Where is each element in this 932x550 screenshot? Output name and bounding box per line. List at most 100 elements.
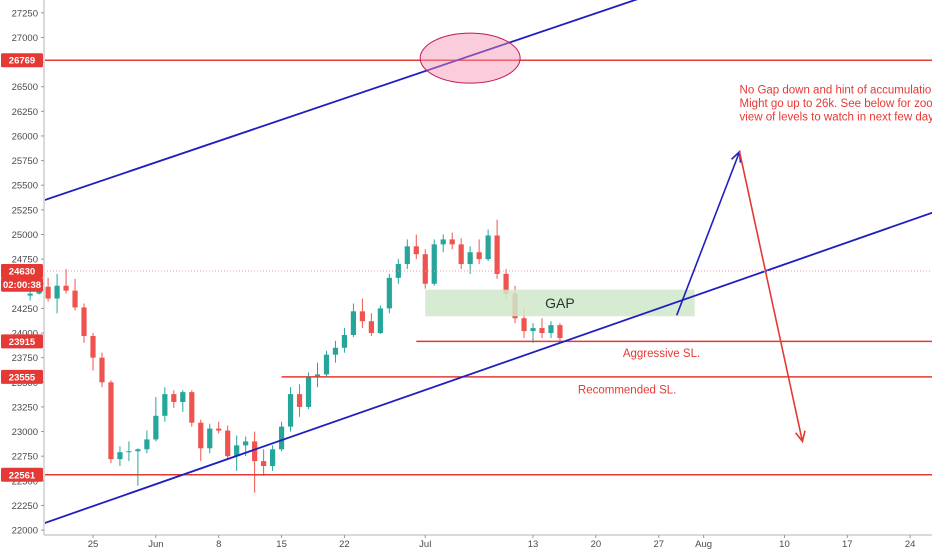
candle <box>368 313 374 336</box>
candle <box>377 305 383 335</box>
price-badge-label: 24630 <box>9 266 35 277</box>
y-tick-label: 27250 <box>12 8 38 19</box>
x-tick-label: 22 <box>339 539 350 550</box>
candle <box>305 372 312 409</box>
candle-body <box>404 246 410 265</box>
projection-arrow-1 <box>675 151 741 316</box>
y-tick-label: 25750 <box>12 156 38 167</box>
candle <box>135 448 141 486</box>
candle-body <box>458 244 464 265</box>
candle-body <box>539 328 545 334</box>
candle-body <box>413 246 419 255</box>
price-badge <box>1 369 43 384</box>
x-tick-label: Jun <box>148 539 163 550</box>
candle <box>404 239 410 269</box>
y-tick-label: 26250 <box>12 107 38 118</box>
y-tick-label: 23250 <box>12 402 38 413</box>
candle-body <box>332 347 339 355</box>
candle <box>314 362 321 388</box>
candle <box>54 273 60 314</box>
candle-body <box>63 285 69 291</box>
y-tick-label: 23000 <box>12 427 38 438</box>
candle-body <box>99 357 105 383</box>
candle-body <box>252 441 258 462</box>
candle <box>548 321 554 338</box>
price-badges: 26769 24630 02:00:38 23915 23555 22561 <box>1 53 43 482</box>
candle <box>539 318 545 338</box>
candle-body <box>117 452 123 460</box>
candle <box>386 273 392 314</box>
candle-body <box>521 318 527 332</box>
x-tick-label: 25 <box>88 539 99 550</box>
y-tick-label: 24250 <box>12 304 38 315</box>
y-tick-label: 22000 <box>12 526 38 537</box>
candle-body <box>216 428 222 431</box>
candle <box>530 323 536 343</box>
candle-body <box>45 286 51 299</box>
candle-body <box>27 293 33 296</box>
annotation-line: No Gap down and hint of accumulation. <box>740 85 932 97</box>
candle-body <box>261 461 267 467</box>
x-tick-label: 10 <box>779 539 790 550</box>
channel-line-upper <box>45 0 638 201</box>
candle-body <box>359 311 365 322</box>
candle <box>296 384 303 417</box>
price-badge-label: 02:00:38 <box>3 280 41 291</box>
candle-body <box>485 235 491 260</box>
candle <box>126 441 132 462</box>
candle-body <box>90 335 96 358</box>
candle <box>458 238 464 269</box>
candle-body <box>476 252 482 260</box>
candle <box>323 350 330 378</box>
candle-body <box>467 252 473 265</box>
y-tick-label: 25500 <box>12 181 38 192</box>
candle-body <box>72 290 78 308</box>
candle-body <box>431 244 437 284</box>
candle-body <box>386 277 392 309</box>
price-badge <box>1 263 43 278</box>
x-tick-label: 20 <box>591 539 602 550</box>
candle <box>108 380 114 464</box>
candle <box>72 278 78 311</box>
y-tick-label: 22750 <box>12 452 38 463</box>
candle-body <box>153 415 159 440</box>
annotation-line: view of levels to watch in next few days… <box>740 112 932 124</box>
candle-body <box>296 394 303 407</box>
projection-arrowhead-2 <box>795 430 806 444</box>
candle <box>252 431 258 493</box>
candle <box>45 277 51 302</box>
candle <box>99 352 105 388</box>
candle-body <box>189 392 195 423</box>
time-axis: 25 Jun 8 15 22 Jul 13 20 27 Aug 10 17 24 <box>88 535 915 550</box>
x-tick-label: 27 <box>653 539 664 550</box>
candle <box>287 387 294 432</box>
candle <box>207 423 213 454</box>
candle-body <box>135 449 141 452</box>
candle <box>198 419 204 462</box>
candle-body <box>234 445 240 457</box>
y-tick-label: 26000 <box>12 131 38 142</box>
annotation-line: Recommended SL. <box>578 385 676 397</box>
candle-body <box>278 426 285 450</box>
candle <box>422 249 428 289</box>
candle-body <box>198 422 204 449</box>
candle-body <box>171 394 177 402</box>
candle <box>234 435 240 471</box>
price-badge <box>1 467 43 482</box>
x-tick-label: 13 <box>528 539 539 550</box>
candle-body <box>323 354 330 375</box>
candle <box>341 328 348 353</box>
annotation-line: Aggressive SL. <box>623 348 700 360</box>
candle-body <box>530 328 536 332</box>
candle-body <box>243 441 249 446</box>
candle-body <box>162 394 168 416</box>
candle <box>189 390 195 427</box>
candle-body <box>440 239 446 245</box>
highlight-ellipse <box>419 32 521 84</box>
candle <box>431 239 437 286</box>
candle <box>162 387 168 422</box>
candle <box>270 445 276 471</box>
y-tick-label: 25250 <box>12 205 38 216</box>
